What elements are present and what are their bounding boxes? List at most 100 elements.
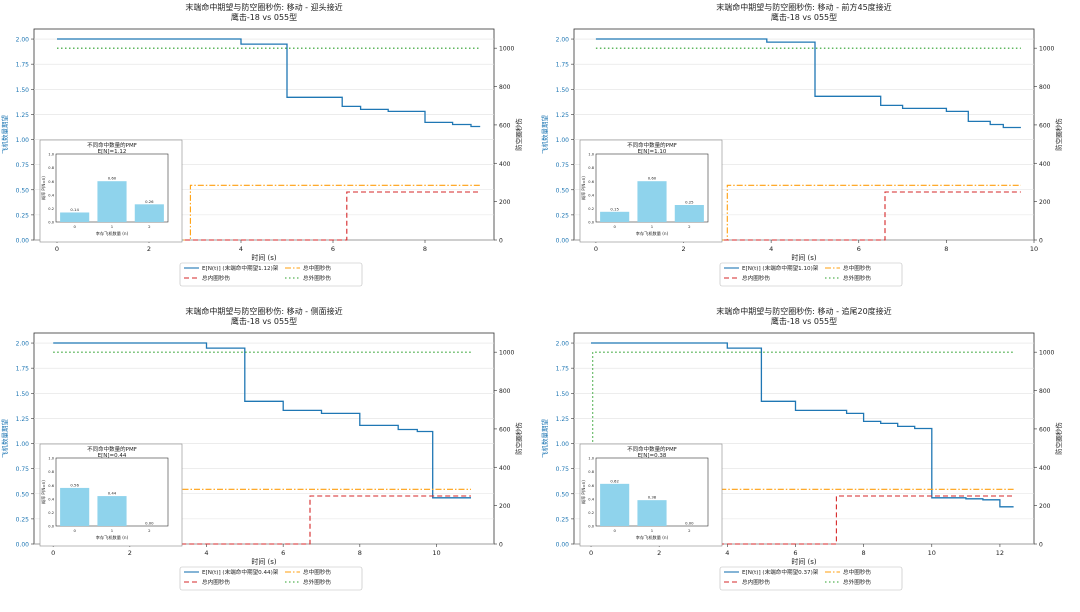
chart-subtitle: 鹰击-18 vs 055型 [771,12,837,22]
inset-bar-value-label: 0.15 [610,206,619,211]
y-tick-label-left: 0.75 [16,466,30,473]
y-tick-label-right: 400 [499,161,511,168]
inset-title: 不同命中数量的PMF [627,141,677,149]
x-tick-label: 0 [51,549,55,557]
y-tick-label-right: 800 [1039,388,1051,395]
y-axis-label-left: 飞机数量期望 [0,115,9,155]
y-tick-label-left: 0.25 [556,516,570,523]
series-line [591,342,1014,508]
series-line [57,191,481,241]
legend-label: 总中圈秒伤 [303,264,331,272]
inset-y-tick-label: 0.8 [588,166,594,170]
inset-y-tick-label: 0.4 [48,193,54,197]
x-tick-label: 10 [432,549,440,557]
x-tick-label: 4 [725,549,729,557]
inset-subtitle: E[N]=1.12 [98,149,127,155]
inset-bar-value-label: 0.25 [685,200,694,205]
inset-y-tick-label: 1.0 [48,457,54,461]
inset-bar-value-label: 0.00 [685,521,694,526]
x-tick-label: 8 [358,549,362,557]
inset-y-tick-label: 1.0 [588,153,594,157]
y-tick-label-right: 0 [1039,238,1043,245]
y-tick-label-left: 1.00 [16,137,30,144]
y-tick-label-right: 400 [499,465,511,472]
inset-x-axis-label: 幸存飞机数量 (n) [96,534,129,541]
chart-subtitle: 鹰击-18 vs 055型 [231,316,297,326]
inset-x-tick-label: 1 [111,224,114,229]
inset-title: 不同命中数量的PMF [87,445,137,453]
inset-x-tick-label: 0 [613,224,616,229]
y-tick-label-right: 800 [499,84,511,91]
inset-x-axis-label: 幸存飞机数量 (n) [636,534,669,541]
x-tick-label: 6 [281,549,285,557]
y-tick-label-right: 600 [499,426,511,433]
y-tick-label-left: 1.25 [556,112,570,119]
legend-label: 总外圈秒伤 [303,274,331,282]
y-tick-label-left: 0.00 [556,542,570,549]
y-tick-label-left: 2.00 [16,341,30,348]
legend [719,566,903,591]
inset-x-tick-label: 0 [613,528,616,533]
legend-label: 总中圈秒伤 [843,568,871,576]
inset-y-tick-label: 0.6 [588,180,594,184]
legend-label: 总外圈秒伤 [843,274,871,282]
y-tick-label-left: 1.00 [556,137,570,144]
inset-bar [637,500,667,526]
inset-x-tick-label: 0 [73,224,76,229]
y-tick-label-left: 0.75 [16,162,30,169]
x-tick-label: 2 [128,549,132,557]
y-tick-label-left: 1.50 [556,87,570,94]
inset-title: 不同命中数量的PMF [627,445,677,453]
legend-label: 总外圈秒伤 [843,578,871,586]
y-tick-label-left: 1.75 [16,366,30,373]
y-tick-label-left: 1.00 [16,441,30,448]
y-tick-label-left: 1.50 [556,391,570,398]
inset-y-tick-label: 1.0 [48,153,54,157]
legend [179,262,363,287]
inset-y-tick-label: 0.6 [48,484,54,488]
y-axis-label-right: 防空圈秒伤 [514,118,523,151]
y-tick-label-left: 0.75 [556,162,570,169]
inset-y-axis-label: 概率 P(N=n) [580,176,586,200]
inset-y-tick-label: 0.2 [48,207,54,211]
inset-y-tick-label: 0.8 [48,470,54,474]
y-tick-label-right: 200 [499,199,511,206]
series-line [595,191,1021,241]
y-tick-label-left: 0.50 [16,187,30,194]
inset-x-axis-label: 幸存飞机数量 (n) [96,230,129,237]
y-tick-label-left: 1.25 [16,416,30,423]
inset-y-tick-label: 0.4 [48,497,54,501]
inset-bar-value-label: 0.62 [610,478,619,483]
y-tick-label-left: 0.25 [556,212,570,219]
x-tick-label: 8 [944,245,948,253]
y-tick-label-left: 0.00 [16,542,30,549]
x-axis-label: 时间 (s) [791,253,817,262]
series-line [595,38,1021,129]
legend-label: E[N(t)] (末端命中期望0.37)架 [742,568,819,576]
y-tick-label-left: 0.25 [16,212,30,219]
y-tick-label-left: 2.00 [556,37,570,44]
y-tick-label-right: 1000 [1039,350,1054,357]
y-axis-label-right: 防空圈秒伤 [1054,422,1063,455]
x-tick-label: 0 [594,245,598,253]
inset-x-tick-label: 2 [148,224,151,229]
inset-bar [600,211,630,222]
inset-y-tick-label: 0.8 [588,470,594,474]
legend-label: 总内圈秒伤 [202,274,230,282]
y-tick-label-left: 1.00 [556,441,570,448]
series-line [57,38,481,128]
inset-y-tick-label: 0.0 [48,221,54,225]
legend [719,262,903,287]
inset-x-tick-label: 1 [651,224,654,229]
legend-label: 总中圈秒伤 [843,264,871,272]
y-tick-label-right: 1000 [499,350,514,357]
x-tick-label: 8 [862,549,866,557]
y-tick-label-left: 0.00 [16,238,30,245]
y-tick-label-left: 1.75 [556,366,570,373]
inset-bar [60,487,90,526]
y-tick-label-right: 400 [1039,161,1051,168]
legend-label: E[N(t)] (末端命中期望1.10)架 [742,264,819,272]
x-tick-label: 2 [681,245,685,253]
